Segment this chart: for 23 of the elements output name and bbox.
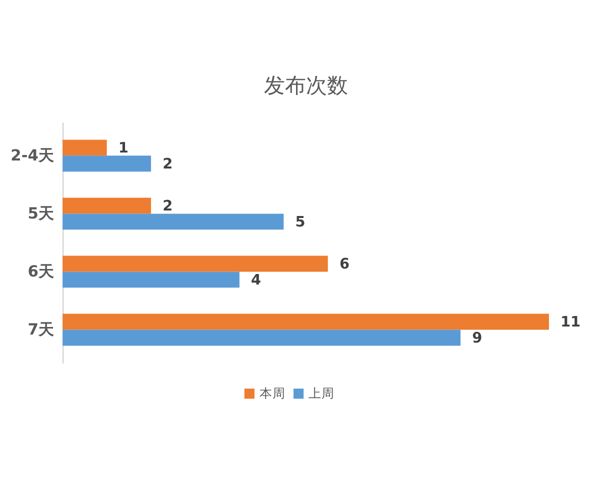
data-label: 5	[295, 214, 306, 230]
y-tick-label: 2-4天	[10, 146, 54, 164]
bar	[62, 330, 461, 346]
chart-title: 发布次数	[264, 72, 348, 98]
data-label: 1	[118, 140, 128, 157]
legend-label: 本周	[260, 386, 286, 401]
bar	[62, 156, 152, 172]
bar	[62, 256, 328, 272]
y-tick-label: 5天	[28, 204, 54, 223]
data-label: 6	[339, 256, 350, 273]
data-label: 9	[472, 330, 482, 347]
bar	[62, 314, 549, 330]
y-tick-label: 7天	[28, 320, 54, 339]
data-label: 2	[162, 198, 173, 215]
bar	[62, 140, 107, 156]
data-label: 11	[560, 314, 581, 331]
data-label: 2	[162, 156, 173, 172]
bar	[62, 214, 284, 230]
bar	[62, 198, 152, 214]
legend-label: 上周	[308, 386, 335, 401]
bar	[62, 272, 240, 288]
y-tick-label: 6天	[28, 262, 54, 281]
data-label: 4	[251, 272, 262, 289]
